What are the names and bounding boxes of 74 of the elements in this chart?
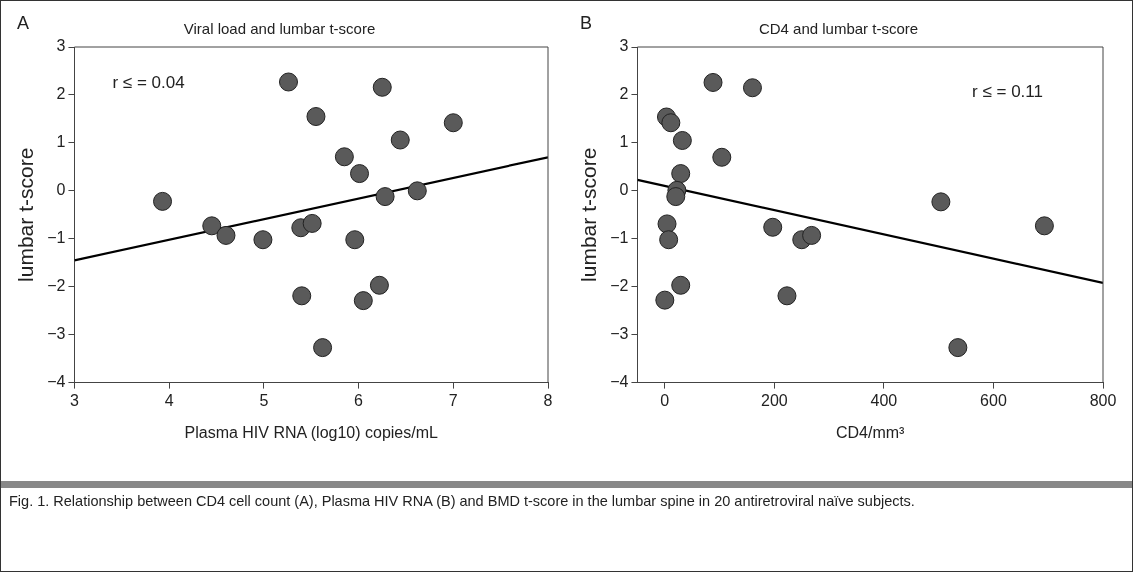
point [712,147,732,167]
x-tick-label: 8 [543,391,553,409]
x-tick-label: 3 [69,391,79,409]
point [375,187,395,207]
point [369,275,389,295]
point [659,230,679,250]
point [216,225,236,245]
point [655,290,675,310]
point [350,164,370,184]
point [407,181,427,201]
y-tick-label: −2 [47,277,66,295]
chart-title: CD4 and lumbar t-score [758,20,919,38]
point [671,164,691,184]
y-tick-label: 1 [56,133,66,151]
y-tick-label: 0 [619,181,629,199]
y-tick-label: −4 [610,373,629,391]
x-tick-label: 400 [870,391,898,409]
caption: Fig. 1. Relationship between CD4 cell count (A), Plasma HIV RNA (B) and BMD t-score in the lumbar spine in 20 antiretroviral naïve subjects. [9,493,916,510]
x-tick-label: 0 [660,391,670,409]
x-tick-label: 200 [761,391,788,409]
point [302,213,322,233]
x-tick-label: 6 [354,391,364,409]
point [763,217,783,237]
annotation: r ≤ = 0.04 [112,72,185,92]
point [202,216,222,236]
y-tick-label: 2 [56,85,66,103]
annotation: r ≤ = 0.11 [972,81,1043,101]
point [672,130,692,150]
point [703,72,723,92]
point [661,113,681,133]
y-tick-label: 2 [619,85,629,103]
point [253,230,273,250]
y-tick-label: 3 [619,37,629,55]
point [345,230,365,250]
y-tick-label: 0 [56,181,66,199]
y-axis-title: lumbar t-score [577,147,601,282]
y-tick-label: −4 [47,373,66,391]
point [278,72,298,92]
point [390,130,410,150]
x-tick-label: 7 [448,391,458,409]
point [671,275,691,295]
point [777,286,797,306]
point [372,77,392,97]
point [802,225,822,245]
point [313,338,333,358]
y-axis-title: lumbar t-score [14,147,38,282]
point [931,192,951,212]
x-axis-title: Plasma HIV RNA (log10) copies/mL [184,423,439,441]
y-tick-label: 3 [56,37,66,55]
y-tick-label: −3 [610,325,629,343]
y-tick-label: −2 [610,277,629,295]
point [666,187,686,207]
y-tick-label: −1 [47,229,66,247]
text: A [17,12,30,33]
point [1034,216,1054,236]
point [657,214,677,234]
x-tick-label: 5 [259,391,269,409]
x-tick-label: 800 [1089,391,1117,409]
x-tick-label: 600 [980,391,1007,409]
point [353,291,373,311]
point [292,286,312,306]
chart-title: Viral load and lumbar t-score [183,20,376,38]
point [153,191,173,211]
point [334,147,354,167]
point [742,78,762,98]
point [443,113,463,133]
x-tick-label: 4 [164,391,174,409]
y-tick-label: 1 [619,133,629,151]
point [306,107,326,127]
point [948,338,968,358]
y-tick-label: −3 [47,325,66,343]
text: B [580,12,593,33]
x-axis-title: CD4/mm³ [836,423,906,441]
y-tick-label: −1 [610,229,629,247]
